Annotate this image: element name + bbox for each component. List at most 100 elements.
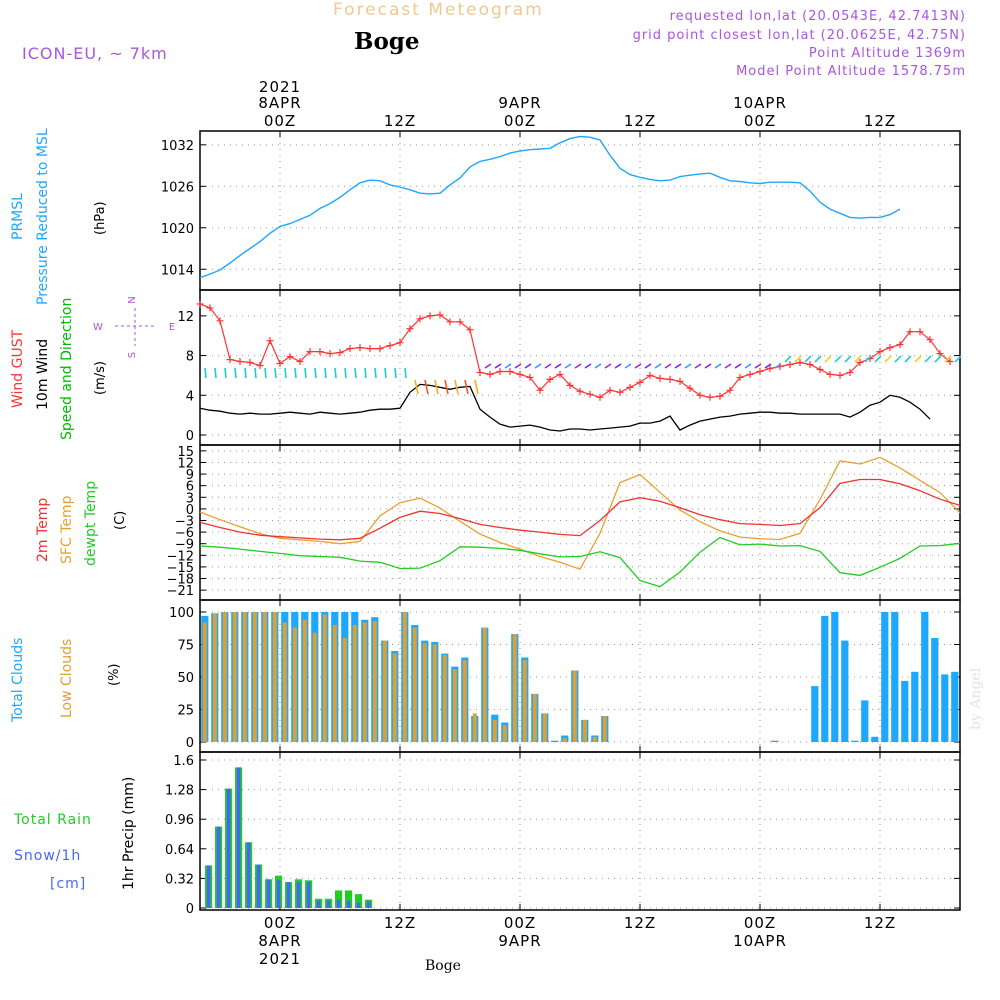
y-tick-label: 12 bbox=[177, 310, 194, 325]
panel-frame bbox=[200, 752, 960, 910]
panel-frame bbox=[200, 131, 960, 290]
gust-marker bbox=[477, 369, 484, 376]
snow-bar bbox=[247, 842, 251, 908]
y-tick-label: 0.96 bbox=[165, 813, 194, 828]
gust-marker bbox=[257, 362, 264, 369]
rain-label: Total Rain bbox=[13, 812, 92, 828]
y-tick-label: 1020 bbox=[161, 222, 194, 237]
gust-marker bbox=[497, 368, 504, 375]
pressure-unit-label: (hPa) bbox=[93, 201, 108, 235]
snow-bar bbox=[297, 882, 301, 908]
bottom-date-label: 10APR bbox=[733, 932, 787, 950]
panel-frame bbox=[200, 445, 960, 600]
gust-marker bbox=[887, 344, 894, 351]
cloud-unit-label: (%) bbox=[107, 664, 122, 687]
low-cloud-bar bbox=[523, 660, 527, 742]
total-cloud-bar bbox=[551, 741, 558, 742]
wind-direction-arrow bbox=[395, 368, 396, 378]
snow-bar bbox=[227, 789, 231, 908]
low-clouds-label: Low Clouds bbox=[59, 639, 75, 718]
wind-direction-arrow bbox=[755, 364, 761, 368]
top-date-label: 8APR bbox=[258, 94, 301, 112]
top-hour-label: 00Z bbox=[504, 112, 536, 130]
gust-marker bbox=[267, 337, 274, 344]
wind-direction-arrow bbox=[615, 364, 621, 368]
gust-marker bbox=[357, 344, 364, 351]
gust-marker bbox=[807, 361, 814, 368]
wind-direction-arrow bbox=[735, 364, 741, 368]
snow-bar bbox=[257, 865, 261, 908]
total-cloud-bar bbox=[901, 681, 908, 742]
gust-marker bbox=[637, 379, 644, 386]
wind-speed-line bbox=[200, 384, 930, 431]
gust-marker bbox=[317, 348, 324, 355]
snow-bar bbox=[217, 827, 221, 908]
wind-direction-arrow bbox=[875, 356, 881, 362]
gust-marker bbox=[827, 371, 834, 378]
wind-direction-arrow bbox=[315, 368, 316, 378]
gust-marker bbox=[247, 359, 254, 366]
wind-direction-arrow bbox=[825, 356, 831, 362]
wind-direction-arrow bbox=[265, 368, 266, 378]
total-cloud-bar bbox=[841, 641, 848, 742]
total-cloud-bar bbox=[831, 612, 838, 742]
top-hour-label: 12Z bbox=[864, 112, 896, 130]
low-cloud-bar bbox=[313, 633, 317, 742]
low-cloud-bar bbox=[213, 613, 217, 742]
gust-marker bbox=[337, 349, 344, 356]
pressure-side-label: PRMSL bbox=[10, 193, 26, 240]
gust-marker bbox=[447, 318, 454, 325]
gust-marker bbox=[837, 372, 844, 379]
wind-direction-arrow bbox=[355, 368, 356, 378]
bottom-hour-label: 12Z bbox=[624, 914, 656, 932]
gust-marker bbox=[747, 371, 754, 378]
wind-direction-arrow bbox=[535, 364, 541, 368]
precip-unit-label: 1hr Precip (mm) bbox=[121, 777, 137, 890]
y-tick-label: 1032 bbox=[161, 139, 194, 154]
bottom-year-label: 2021 bbox=[259, 950, 301, 968]
low-cloud-bar bbox=[443, 655, 447, 742]
wind-direction-arrow bbox=[445, 380, 448, 394]
y-tick-label: 0 bbox=[186, 736, 194, 751]
snow-bar bbox=[287, 882, 291, 908]
total-cloud-bar bbox=[891, 612, 898, 742]
y-tick-label: 75 bbox=[177, 639, 194, 654]
low-cloud-bar bbox=[433, 645, 437, 743]
sfc-temp-label: SFC Temp bbox=[59, 495, 75, 564]
snow-bar bbox=[277, 880, 281, 908]
top-hour-label: 12Z bbox=[384, 112, 416, 130]
snow-bar bbox=[327, 901, 331, 908]
gust-marker bbox=[817, 366, 824, 373]
wind-direction-arrow bbox=[245, 368, 246, 378]
gust-marker bbox=[227, 356, 234, 363]
wind-direction-arrow bbox=[625, 364, 631, 368]
bottom-hour-label: 00Z bbox=[504, 914, 536, 932]
wind-direction-arrow bbox=[375, 368, 376, 378]
y-tick-label: 25 bbox=[177, 704, 194, 719]
snow-bar bbox=[237, 767, 241, 908]
y-tick-label: 0 bbox=[186, 902, 194, 917]
low-cloud-bar bbox=[473, 713, 477, 742]
wind-direction-arrow bbox=[275, 368, 276, 378]
gust-marker bbox=[487, 371, 494, 378]
total-cloud-bar bbox=[871, 737, 878, 742]
wind-direction-arrow bbox=[215, 368, 216, 378]
wind-direction-arrow bbox=[405, 368, 406, 378]
y-tick-label: 1026 bbox=[161, 180, 194, 195]
gust-marker bbox=[507, 368, 514, 375]
wind-direction-arrow bbox=[695, 364, 701, 368]
gust-marker bbox=[427, 312, 434, 319]
temp-2m-label: 2m Temp bbox=[35, 498, 51, 562]
low-cloud-bar bbox=[533, 694, 537, 742]
y-tick-label: 1014 bbox=[161, 263, 194, 278]
bottom-hour-label: 12Z bbox=[384, 914, 416, 932]
wind-direction-arrow bbox=[595, 364, 601, 368]
low-cloud-bar bbox=[283, 622, 287, 742]
snow-label: Snow/1h bbox=[14, 848, 81, 864]
total-cloud-bar bbox=[941, 674, 948, 742]
gust-marker bbox=[197, 300, 204, 307]
gust-marker bbox=[617, 389, 624, 396]
low-cloud-bar bbox=[493, 720, 497, 742]
wind-direction-arrow bbox=[935, 356, 941, 362]
temp-unit-label: (C) bbox=[113, 511, 128, 530]
